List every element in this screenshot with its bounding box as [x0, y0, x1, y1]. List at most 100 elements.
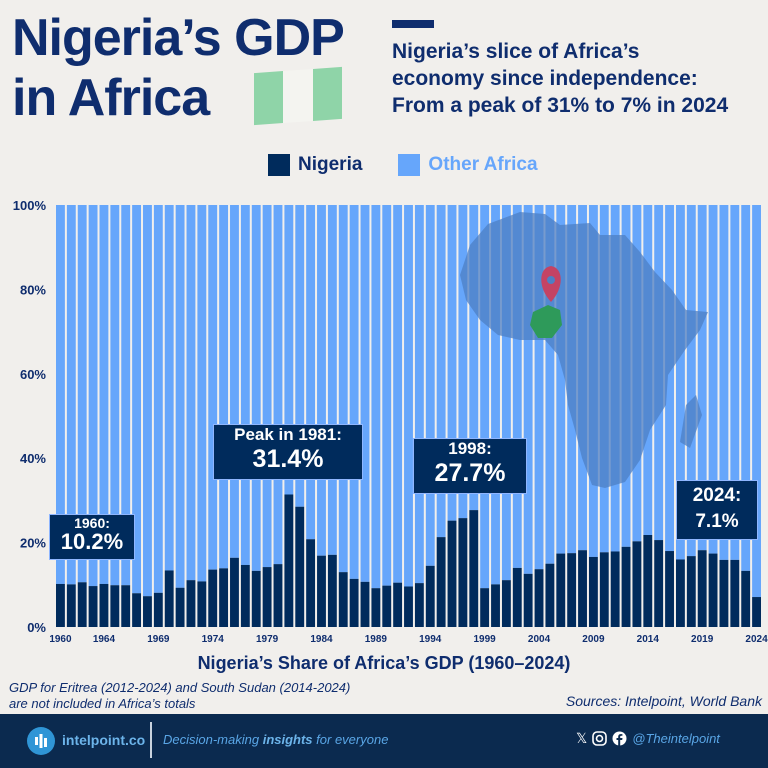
bar-nigeria [208, 569, 218, 627]
annotation-value: 27.7% [434, 459, 506, 487]
y-tick-label: 0% [27, 620, 46, 635]
bar-other-africa [404, 205, 413, 587]
annotation-value: 31.4% [252, 445, 324, 473]
y-tick-label: 20% [20, 536, 46, 551]
stacked-bar-chart: 0% 20% 40% 60% 80% 100% 1960 1964 1969 1974 1979 19… [13, 198, 768, 645]
bar-nigeria [512, 567, 522, 627]
bar-nigeria [697, 550, 707, 627]
note-line: GDP for Eritrea (2012-2024) and South Su… [9, 680, 351, 695]
sources: Sources: Intelpoint, World Bank [565, 693, 762, 709]
bar-nigeria [121, 585, 131, 627]
bar-nigeria [175, 587, 185, 627]
tag-pre: Decision-making [163, 732, 263, 747]
bar-nigeria [99, 583, 109, 627]
bar-other-africa [697, 205, 707, 551]
bar-other-africa [99, 205, 109, 584]
bar-nigeria [556, 553, 566, 627]
bar-other-africa [164, 205, 174, 571]
bar-other-africa [197, 205, 207, 582]
x-tick-label: 1974 [202, 634, 225, 645]
bar-nigeria [382, 585, 392, 627]
bar-other-africa [360, 205, 370, 582]
instagram-icon[interactable] [592, 731, 608, 746]
bar-nigeria [164, 570, 174, 627]
bar-other-africa [219, 205, 229, 569]
subtitle-line: economy since independence: [392, 67, 698, 90]
bar-other-africa [480, 205, 490, 589]
bar-nigeria [110, 585, 120, 627]
x-axis-title: Nigeria’s Share of Africa’s GDP (1960–20… [197, 653, 571, 673]
bar-nigeria [458, 518, 468, 627]
bar-nigeria [317, 555, 326, 627]
bar-nigeria [186, 580, 196, 627]
y-tick-label: 40% [20, 451, 46, 466]
bar-nigeria [480, 588, 490, 627]
annotation-title: 1960: [74, 515, 110, 531]
legend-label-other: Other Africa [428, 154, 538, 175]
social-links: 𝕏 @Theintelpoint [576, 730, 720, 747]
bar-nigeria [273, 564, 283, 627]
bar-nigeria [632, 541, 642, 627]
tagline: Decision-making insights for everyone [163, 732, 388, 747]
madagascar-icon [680, 395, 702, 448]
social-handle[interactable]: @Theintelpoint [632, 731, 720, 746]
bar-nigeria [719, 559, 729, 627]
annotation-2024: 2024: 7.1% [676, 480, 758, 540]
bar-other-africa [458, 205, 468, 519]
subtitle: Nigeria’s slice of Africa’s economy sinc… [392, 38, 728, 119]
bar-other-africa [425, 205, 435, 566]
intelpoint-logo-icon [27, 727, 55, 755]
bar-other-africa [382, 205, 392, 586]
bar-other-africa [512, 205, 522, 568]
tag-bold: insights [262, 732, 313, 747]
x-icon[interactable]: 𝕏 [576, 730, 588, 746]
bar-other-africa [295, 205, 305, 507]
bar-nigeria [708, 553, 718, 627]
bar-other-africa [665, 205, 674, 552]
bar-nigeria [77, 582, 87, 627]
bar-nigeria [132, 593, 142, 627]
x-tick-label: 1969 [147, 634, 170, 645]
bar-other-africa [371, 205, 381, 589]
y-tick-label: 80% [20, 282, 46, 297]
annotation-title: 2024: [692, 485, 742, 506]
bar-nigeria [501, 580, 511, 627]
bar-nigeria [469, 510, 479, 627]
legend-swatch-other [398, 154, 421, 176]
facebook-icon[interactable] [612, 731, 627, 746]
bar-other-africa [88, 205, 98, 587]
x-tick-label: 1964 [93, 634, 116, 645]
bar-other-africa [393, 205, 403, 583]
bar-other-africa [436, 205, 446, 538]
bar-nigeria [284, 494, 294, 627]
title-line-1: Nigeria’s GDP [12, 9, 345, 67]
bar-other-africa [77, 205, 87, 583]
bar-other-africa [752, 205, 761, 598]
annotation-title: Peak in 1981: [234, 425, 342, 444]
bar-other-africa [491, 205, 500, 585]
bar-nigeria [360, 581, 370, 627]
bar-other-africa [143, 205, 152, 597]
x-tick-label: 2004 [528, 634, 551, 645]
bar-nigeria [567, 553, 577, 627]
title-line-2: in Africa [12, 69, 210, 127]
bar-other-africa [686, 205, 696, 557]
bar-other-africa [153, 205, 163, 593]
bar-other-africa [675, 205, 685, 560]
bar-nigeria [523, 573, 533, 627]
bar-nigeria [436, 537, 446, 627]
annotation-1960: 1960: 10.2% [49, 514, 135, 560]
bar-nigeria [610, 551, 620, 627]
x-tick-label: 2014 [637, 634, 660, 645]
subtitle-line: From a peak of 31% to 7% in 2024 [392, 94, 729, 117]
bar-nigeria [88, 586, 98, 627]
brand-link[interactable]: intelpoint.co [62, 732, 146, 748]
bar-other-africa [730, 205, 740, 560]
legend-label-nigeria: Nigeria [298, 154, 363, 175]
bar-nigeria [262, 567, 272, 627]
location-pin-dot [547, 276, 555, 284]
nigeria-map-icon [530, 305, 562, 338]
x-tick-label: 1989 [365, 634, 388, 645]
footer: intelpoint.co Decision-making insights f… [0, 714, 768, 768]
bar-nigeria [654, 540, 664, 627]
